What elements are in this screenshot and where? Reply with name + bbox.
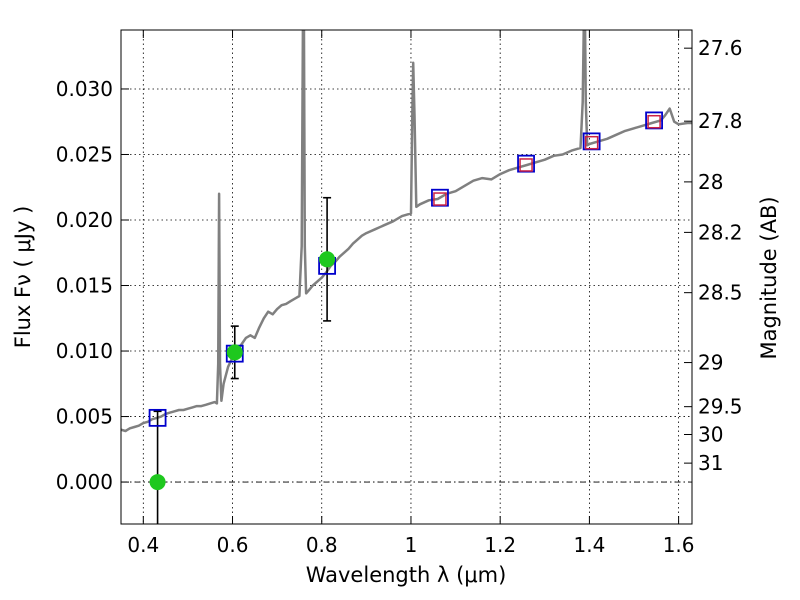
y-tick-label: 0.020 [56,208,113,232]
y-tick-label: 0.010 [56,339,113,363]
y-tick-label: 0.005 [56,405,113,429]
spectrum-line [121,30,692,433]
x-axis-label: Wavelength λ (μm) [306,563,507,587]
mag-tick-label: 31 [698,451,723,475]
mag-tick-label: 28.2 [698,220,743,244]
model-square-red [647,114,661,129]
y-axis-label-right: Magnitude (AB) [757,196,781,359]
spectrum-layer [121,30,692,433]
mag-tick-label: 27.6 [698,36,743,60]
tick-label-layer: 0.4 0.6 0.8 1 1.2 1.4 1.6 0.000 0.005 0.010 0.015 0… [56,36,743,557]
y-axis-label: Flux Fν ( μJy ) [11,206,35,349]
observed-point [319,251,336,268]
x-tick-label: 1.6 [663,533,695,557]
x-tick-label: 0.6 [217,533,249,557]
x-tick-label: 0.4 [127,533,159,557]
mag-tick-label: 28.5 [698,281,743,305]
model-square-red [519,158,533,172]
marker-layer [148,111,663,491]
tick-layer [121,30,692,524]
y-tick-label: 0.015 [56,274,113,298]
observed-point [149,474,166,491]
x-tick-label: 0.8 [306,533,338,557]
x-tick-label: 1.4 [573,533,605,557]
mag-tick-label: 29 [698,351,723,375]
x-tick-label: 1.2 [484,533,516,557]
mag-tick-label: 30 [698,422,723,446]
model-square-blue [148,408,167,427]
observed-point [226,344,243,361]
mag-tick-label: 27.8 [698,109,743,133]
y-tick-label: 0.000 [56,470,113,494]
mag-tick-label: 28 [698,170,723,194]
y-tick-label: 0.025 [56,142,113,166]
plot-frame [120,29,693,525]
y-tick-label: 0.030 [56,77,113,101]
model-square-red [433,192,447,206]
mag-tick-label: 29.5 [698,395,743,419]
x-tick-label: 1 [405,533,418,557]
model-square-red [584,135,599,150]
grid-layer [121,30,692,524]
